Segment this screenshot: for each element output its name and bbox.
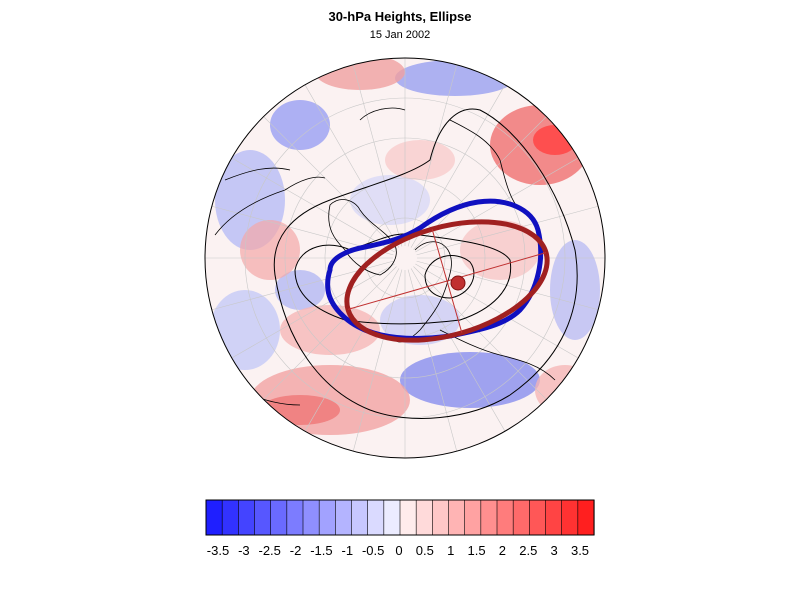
meridian-line <box>263 266 397 400</box>
colorbar-bin <box>512 499 530 536</box>
meridian-line <box>352 64 403 247</box>
meridian-line <box>410 268 506 432</box>
colorbar-bin <box>221 499 239 536</box>
colorbar-bin <box>286 499 304 536</box>
colorbar-bin <box>351 499 369 536</box>
anomaly-positive <box>460 220 540 280</box>
colorbar-bin <box>238 499 256 536</box>
minor-axis <box>431 228 463 334</box>
colorbar-bin <box>335 499 353 536</box>
colorbar-tick-label: 0.5 <box>415 543 434 558</box>
colorbar-bin <box>270 499 288 536</box>
meridian-line <box>413 266 547 400</box>
anomaly-negative <box>400 352 540 408</box>
meridian-line <box>407 64 458 247</box>
colorbar-tick-label: 2 <box>498 543 507 558</box>
anomaly-positive <box>385 140 455 180</box>
colorbar-tick-label: -1 <box>341 543 354 558</box>
colorbar-frame <box>205 499 595 536</box>
colorbar-bin <box>529 499 547 536</box>
colorbar-tick-label: -2.5 <box>258 543 281 558</box>
meridian-line <box>416 260 599 311</box>
meridian-line <box>415 263 579 359</box>
colorbar-bin <box>432 499 450 536</box>
meridian-line <box>304 84 400 248</box>
north-america-coast <box>214 176 326 236</box>
anomaly-negative <box>350 175 430 225</box>
colorbar-tick-label: 3 <box>550 543 558 558</box>
meridian-line <box>304 268 400 432</box>
globe-boundary <box>204 57 606 459</box>
meridian-line <box>352 269 403 452</box>
siberia-coast <box>449 119 521 211</box>
chart-title: 30-hPa Heights, Ellipse <box>328 9 472 24</box>
anomaly-positive <box>280 305 380 355</box>
colorbar-tick-label: -0.5 <box>361 543 385 558</box>
colorbar-bin <box>367 499 385 536</box>
anomaly-negative <box>270 100 330 150</box>
colorbar-bin <box>415 499 433 536</box>
colorbar-tick-label: 3.5 <box>570 543 590 558</box>
colorbar-bin <box>464 499 482 536</box>
fitted-ellipse-group <box>344 219 550 343</box>
colorbar-bin <box>480 499 498 536</box>
meridian-line <box>416 205 599 256</box>
graticule <box>205 58 605 458</box>
colorbar-tick-label: 0 <box>395 543 403 558</box>
colorbar-bin <box>561 499 579 536</box>
vortex-edge <box>325 198 544 341</box>
colorbar-bin <box>545 499 563 536</box>
colorbar-tick-label: -3.5 <box>206 543 230 558</box>
ellipse-centroid <box>450 275 466 291</box>
meridian-line <box>415 157 579 253</box>
colorbar-tick-label: -2 <box>289 543 302 558</box>
colorbar-bin <box>496 499 514 536</box>
colorbar-bin <box>205 499 223 536</box>
chart-date: 15 Jan 2002 <box>369 29 431 41</box>
colorbar-bin <box>577 499 595 536</box>
colorbar-bins <box>205 499 595 536</box>
alaska-coast <box>359 107 406 121</box>
contour-outer <box>273 108 578 419</box>
anomaly-negative <box>550 240 600 340</box>
contour-center <box>424 255 475 299</box>
meridian-line <box>231 157 395 253</box>
colorbar-bin <box>399 499 417 536</box>
colorbar-bin <box>383 499 401 536</box>
anomaly-negative <box>380 295 460 345</box>
colorbar-tick-label: -1.5 <box>310 543 333 558</box>
meridian-line <box>407 269 458 452</box>
colorbar-tick-label: -3 <box>238 543 250 558</box>
colorbar-bin <box>448 499 466 536</box>
eurasia-coast <box>439 329 556 381</box>
colorbar-bin <box>318 499 336 536</box>
hudson-coast <box>224 167 291 181</box>
colorbar-tick-label: 1.5 <box>467 543 486 558</box>
meridian-line <box>263 116 397 250</box>
colorbar-tick-label: 2.5 <box>519 543 538 558</box>
colorbar-tick-label: 1 <box>447 543 455 558</box>
colorbar-bin <box>254 499 272 536</box>
colorbar-bin <box>302 499 320 536</box>
meridian-line <box>231 263 395 359</box>
